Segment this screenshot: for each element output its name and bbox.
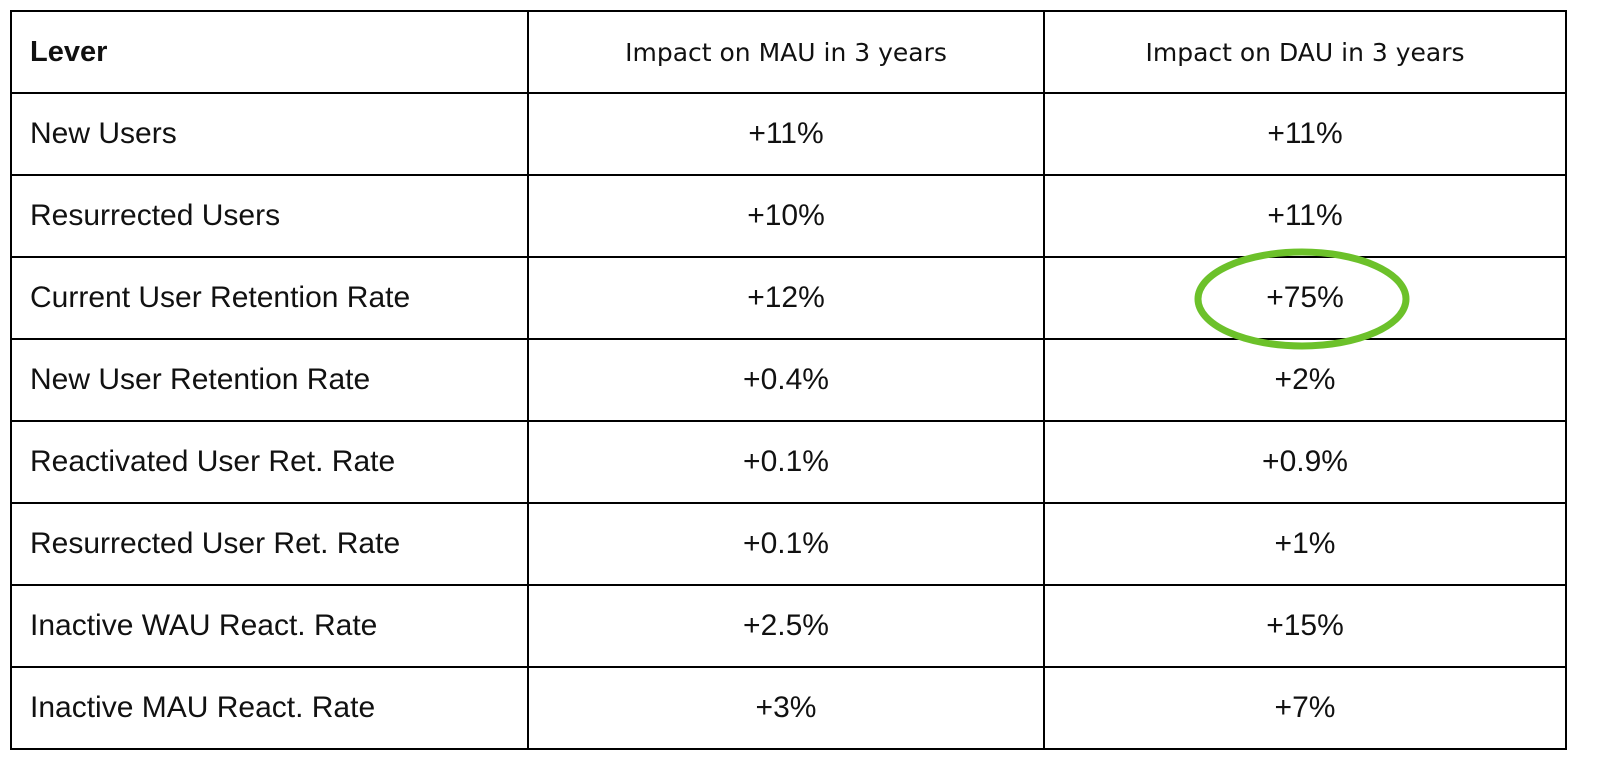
impact-cell: +11% bbox=[1043, 174, 1567, 258]
impact-cell: +0.1% bbox=[527, 502, 1045, 586]
impact-cell: +10% bbox=[527, 174, 1045, 258]
lever-cell: Inactive WAU React. Rate bbox=[10, 584, 529, 668]
lever-cell: Current User Retention Rate bbox=[10, 256, 529, 340]
impact-cell: +11% bbox=[527, 92, 1045, 176]
impact-cell: +12% bbox=[527, 256, 1045, 340]
impact-cell: +15% bbox=[1043, 584, 1567, 668]
table-row: Resurrected Users +10% +11% bbox=[10, 174, 1567, 258]
lever-cell: Inactive MAU React. Rate bbox=[10, 666, 529, 750]
impact-cell: +2.5% bbox=[527, 584, 1045, 668]
lever-cell: New Users bbox=[10, 92, 529, 176]
impact-cell: +0.9% bbox=[1043, 420, 1567, 504]
impact-cell: +0.4% bbox=[527, 338, 1045, 422]
impact-table: Lever Impact on MAU in 3 years Impact on D… bbox=[10, 10, 1567, 750]
table-row: Inactive WAU React. Rate +2.5% +15% bbox=[10, 584, 1567, 668]
table-row: Reactivated User Ret. Rate +0.1% +0.9% bbox=[10, 420, 1567, 504]
lever-cell: Resurrected Users bbox=[10, 174, 529, 258]
impact-cell: +7% bbox=[1043, 666, 1567, 750]
lever-cell: New User Retention Rate bbox=[10, 338, 529, 422]
lever-cell: Reactivated User Ret. Rate bbox=[10, 420, 529, 504]
header-cell: Lever bbox=[10, 10, 529, 94]
header-cell: Impact on MAU in 3 years bbox=[527, 10, 1045, 94]
impact-cell: +2% bbox=[1043, 338, 1567, 422]
impact-cell: +0.1% bbox=[527, 420, 1045, 504]
header-row: Lever Impact on MAU in 3 years Impact on D… bbox=[10, 10, 1567, 94]
table-row: New User Retention Rate +0.4% +2% bbox=[10, 338, 1567, 422]
lever-cell: Resurrected User Ret. Rate bbox=[10, 502, 529, 586]
impact-cell: +11% bbox=[1043, 92, 1567, 176]
table-row: New Users +11% +11% bbox=[10, 92, 1567, 176]
table-row: Current User Retention Rate +12% +75% bbox=[10, 256, 1567, 340]
impact-cell: +75% bbox=[1043, 256, 1567, 340]
table-row: Inactive MAU React. Rate +3% +7% bbox=[10, 666, 1567, 750]
table-row: Resurrected User Ret. Rate +0.1% +1% bbox=[10, 502, 1567, 586]
header-cell: Impact on DAU in 3 years bbox=[1043, 10, 1567, 94]
impact-cell: +3% bbox=[527, 666, 1045, 750]
impact-cell: +1% bbox=[1043, 502, 1567, 586]
